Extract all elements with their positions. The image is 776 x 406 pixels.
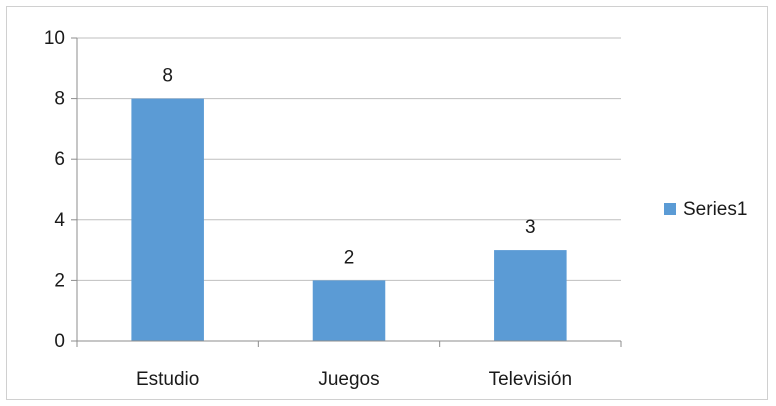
y-tick-label: 0 (54, 331, 65, 352)
data-label: 3 (525, 217, 536, 238)
y-tick-label: 8 (54, 89, 65, 110)
bar-televisión (494, 250, 567, 341)
x-tick-label: Televisión (489, 369, 572, 390)
bar-juegos (312, 280, 386, 341)
y-tick-label: 4 (54, 210, 65, 231)
bars (131, 98, 567, 341)
y-tick-label: 10 (44, 28, 65, 49)
data-label: 8 (162, 66, 173, 87)
x-tick-label: Estudio (136, 369, 199, 390)
data-labels: 8 2 3 (162, 66, 535, 269)
x-tick-labels: Estudio Juegos Televisión (136, 369, 572, 390)
y-tick-label: 2 (54, 270, 65, 291)
legend: Series1 (664, 199, 747, 220)
y-tick-labels: 0 2 4 6 8 10 (44, 28, 66, 352)
bar-estudio (131, 98, 204, 341)
axes (71, 37, 622, 347)
x-tick-label: Juegos (318, 369, 379, 390)
legend-swatch-series1 (664, 203, 676, 215)
y-tick-label: 6 (54, 149, 65, 170)
legend-label-series1: Series1 (683, 199, 747, 220)
data-label: 2 (344, 247, 355, 268)
